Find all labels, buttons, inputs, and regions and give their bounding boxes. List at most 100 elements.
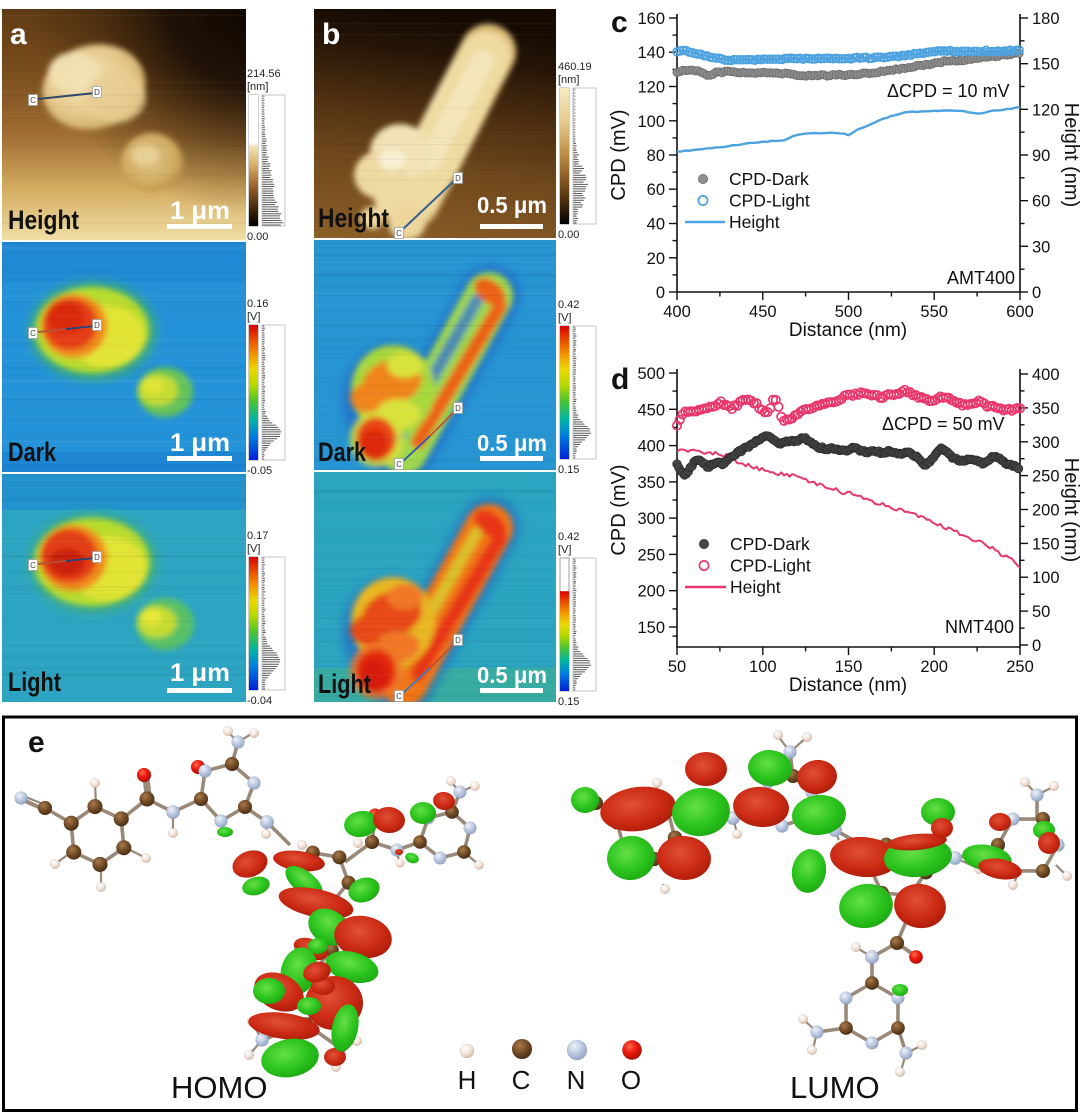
svg-text:C: C [30,96,36,105]
svg-text:C: C [512,1065,531,1095]
svg-text:CPD-Dark: CPD-Dark [729,169,809,189]
svg-text:160: 160 [637,10,665,28]
svg-text:CPD (mV): CPD (mV) [608,464,630,555]
svg-text:200: 200 [637,583,665,601]
svg-text:Distance (nm): Distance (nm) [789,320,907,341]
svg-text:500: 500 [637,365,665,383]
svg-text:H: H [458,1065,477,1095]
svg-text:400: 400 [1032,366,1060,384]
svg-text:C: C [396,229,402,238]
svg-text:CPD-Dark: CPD-Dark [730,534,810,554]
svg-text:ΔCPD = 10 mV: ΔCPD = 10 mV [887,81,1010,101]
svg-text:[nm]: [nm] [247,81,268,93]
svg-text:20: 20 [647,250,665,268]
svg-text:550: 550 [920,303,948,321]
svg-text:N: N [567,1065,586,1095]
svg-text:c: c [611,6,628,39]
svg-text:0.15: 0.15 [558,696,579,708]
svg-text:1 μm: 1 μm [170,197,230,225]
svg-text:350: 350 [1032,400,1060,418]
svg-text:LUMO: LUMO [790,1070,880,1105]
svg-text:[nm]: [nm] [558,74,579,86]
svg-text:C: C [30,329,36,338]
svg-text:40: 40 [647,216,665,234]
svg-text:0: 0 [1032,637,1041,655]
svg-text:250: 250 [1032,468,1060,486]
svg-text:180: 180 [1032,10,1060,28]
svg-text:C: C [396,692,402,701]
svg-text:C: C [396,460,402,469]
svg-text:O: O [621,1065,641,1095]
svg-text:Height: Height [318,203,389,233]
svg-text:60: 60 [1032,193,1050,211]
svg-text:150: 150 [637,619,665,637]
svg-text:0: 0 [1032,284,1041,302]
svg-text:1 μm: 1 μm [170,429,230,457]
svg-text:Height (nm): Height (nm) [1060,458,1080,562]
svg-text:30: 30 [1032,238,1050,256]
svg-text:150: 150 [1032,535,1060,553]
svg-text:150: 150 [835,658,863,676]
svg-text:450: 450 [637,401,665,419]
svg-text:0: 0 [656,284,665,302]
svg-text:d: d [611,363,629,396]
svg-text:150: 150 [1032,56,1060,74]
svg-text:350: 350 [637,474,665,492]
svg-text:0.17: 0.17 [247,530,268,542]
svg-text:CPD (mV): CPD (mV) [608,109,630,200]
svg-text:100: 100 [749,658,777,676]
svg-text:0.42: 0.42 [558,531,579,543]
svg-text:0.00: 0.00 [558,229,579,241]
svg-text:NMT400: NMT400 [945,617,1014,637]
svg-text:Distance (nm): Distance (nm) [789,675,907,696]
svg-text:250: 250 [1006,658,1034,676]
svg-text:0.00: 0.00 [247,231,268,243]
svg-text:AMT400: AMT400 [947,268,1015,288]
svg-text:300: 300 [637,510,665,528]
svg-text:1 μm: 1 μm [170,659,230,687]
svg-text:Light: Light [318,669,371,699]
svg-text:120: 120 [1032,101,1060,119]
svg-text:200: 200 [1032,502,1060,520]
svg-text:D: D [455,174,461,183]
svg-text:C: C [30,561,36,570]
svg-text:-0.04: -0.04 [247,695,272,707]
svg-text:100: 100 [1032,569,1060,587]
svg-text:D: D [455,636,461,645]
svg-text:400: 400 [663,303,691,321]
svg-text:Height: Height [8,205,79,235]
svg-text:e: e [28,726,45,759]
svg-text:CPD-Light: CPD-Light [729,191,810,211]
svg-text:300: 300 [1032,434,1060,452]
svg-text:0.5 μm: 0.5 μm [477,662,547,688]
svg-text:b: b [322,18,340,51]
svg-text:0.15: 0.15 [558,464,579,476]
svg-text:200: 200 [920,658,948,676]
svg-text:[V]: [V] [558,312,571,324]
svg-text:60: 60 [647,181,665,199]
svg-text:CPD-Light: CPD-Light [730,556,811,576]
svg-text:Dark: Dark [318,437,367,467]
svg-text:140: 140 [637,44,665,62]
svg-text:Dark: Dark [8,437,57,467]
svg-text:Height: Height [730,577,781,597]
svg-text:80: 80 [647,147,665,165]
svg-text:500: 500 [835,303,863,321]
svg-text:400: 400 [637,438,665,456]
svg-text:120: 120 [637,79,665,97]
svg-text:460.19: 460.19 [558,61,592,73]
svg-text:Height (nm): Height (nm) [1060,103,1080,207]
svg-text:50: 50 [668,658,686,676]
svg-text:HOMO: HOMO [171,1070,267,1105]
svg-text:a: a [10,18,27,51]
svg-text:0.16: 0.16 [247,298,268,310]
svg-text:D: D [455,404,461,413]
svg-text:600: 600 [1006,303,1034,321]
svg-text:90: 90 [1032,147,1050,165]
svg-text:0.42: 0.42 [558,299,579,311]
svg-text:0.5 μm: 0.5 μm [477,192,547,218]
svg-text:D: D [94,88,100,97]
svg-text:Light: Light [8,667,61,697]
svg-text:Height: Height [729,212,780,232]
svg-text:50: 50 [1032,603,1050,621]
